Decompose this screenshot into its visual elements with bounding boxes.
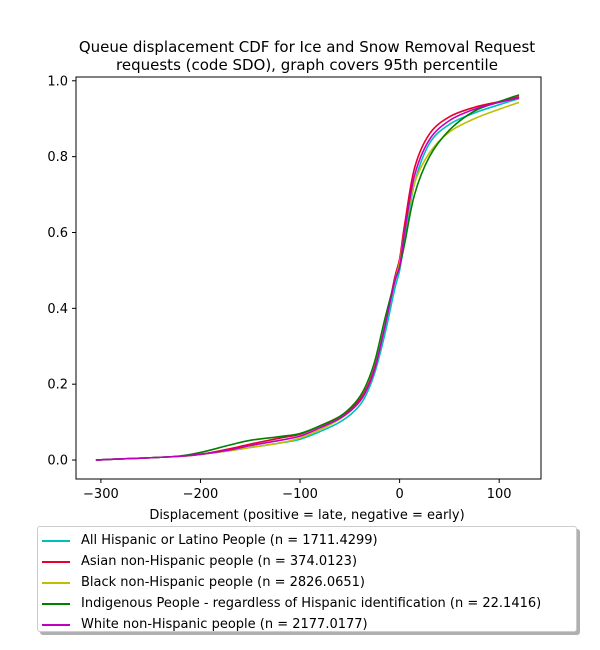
- legend-swatch: [42, 539, 70, 542]
- legend-swatch: [42, 581, 70, 584]
- series-line-2: [95, 95, 520, 461]
- x-tick-label: −100: [282, 487, 318, 502]
- legend-label: White non-Hispanic people (n = 2177.0177…: [81, 617, 368, 632]
- legend: All Hispanic or Latino People (n = 1711.…: [37, 526, 577, 632]
- chart-title-line-2: requests (code SDO), graph covers 95th p…: [116, 56, 498, 74]
- chart-title-line-1: Queue displacement CDF for Ice and Snow …: [79, 38, 535, 56]
- x-tick-label: −200: [183, 487, 219, 502]
- series-line-1: [95, 97, 520, 461]
- series-line-3: [95, 101, 520, 461]
- x-tick-label: 100: [487, 487, 512, 502]
- legend-label: Black non-Hispanic people (n = 2826.0651…: [81, 575, 365, 590]
- legend-item: Indigenous People - regardless of Hispan…: [42, 593, 576, 614]
- legend-item: Asian non-Hispanic people (n = 374.0123): [42, 551, 576, 572]
- plot-frame: [75, 76, 542, 480]
- legend-swatch: [42, 560, 70, 563]
- series-line-5: [95, 97, 520, 461]
- series-line-4: [95, 94, 520, 461]
- y-tick-label: 1.0: [47, 74, 68, 89]
- y-tick-label: 0.6: [47, 226, 68, 241]
- legend-label: Indigenous People - regardless of Hispan…: [81, 596, 542, 611]
- y-axis: 0.0 0.2 0.4 0.6 0.8 1.0: [47, 74, 76, 469]
- x-tick-label: −300: [83, 487, 119, 502]
- legend-item: White non-Hispanic people (n = 2177.0177…: [42, 614, 576, 635]
- legend-label: All Hispanic or Latino People (n = 1711.…: [81, 533, 378, 548]
- legend-item: Black non-Hispanic people (n = 2826.0651…: [42, 572, 576, 593]
- legend-label: Asian non-Hispanic people (n = 374.0123): [81, 554, 358, 569]
- y-tick-label: 0.2: [47, 378, 68, 393]
- x-axis-label: Displacement (positive = late, negative …: [149, 508, 464, 523]
- legend-swatch: [42, 623, 70, 626]
- y-tick-label: 0.8: [47, 150, 68, 165]
- legend-item: All Hispanic or Latino People (n = 1711.…: [42, 530, 576, 551]
- y-tick-label: 0.4: [47, 302, 68, 317]
- x-tick-label: 0: [395, 487, 403, 502]
- x-axis: −300 −200 −100 0 100: [83, 479, 512, 502]
- series-layer: [95, 94, 520, 461]
- y-tick-label: 0.0: [47, 454, 68, 469]
- legend-swatch: [42, 602, 70, 605]
